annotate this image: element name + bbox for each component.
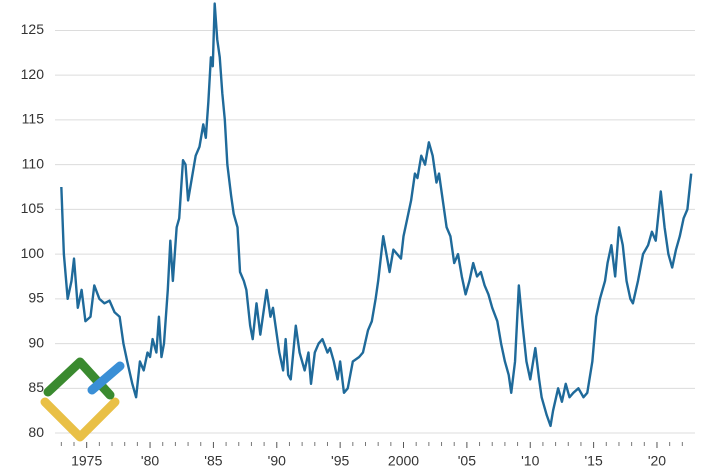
data-line [60,2,693,428]
x-tick-label: '80 [141,453,159,469]
y-tick-label: 110 [22,155,45,171]
x-tick-label: '05 [458,453,476,469]
logo-yellow [40,397,120,442]
y-tick-label: 90 [28,334,44,350]
x-tick-label: 2000 [388,453,419,469]
x-tick-label: '85 [204,453,222,469]
x-tick-label: '20 [648,453,666,469]
x-tick-label: '95 [331,453,349,469]
logo-blue [87,361,125,395]
y-tick-label: 125 [21,21,45,37]
x-tick-label: '90 [268,453,286,469]
y-tick-label: 100 [21,245,45,261]
x-tick-label: '10 [521,453,539,469]
x-tick-label: 1975 [71,453,102,469]
y-tick-label: 115 [22,111,45,127]
y-tick-label: 120 [21,66,45,82]
y-tick-label: 105 [21,200,45,216]
watermark-logo [40,357,125,442]
y-tick-label: 80 [28,424,44,440]
y-tick-label: 85 [28,379,44,395]
x-tick-label: '15 [584,453,602,469]
y-tick-label: 95 [28,290,44,306]
